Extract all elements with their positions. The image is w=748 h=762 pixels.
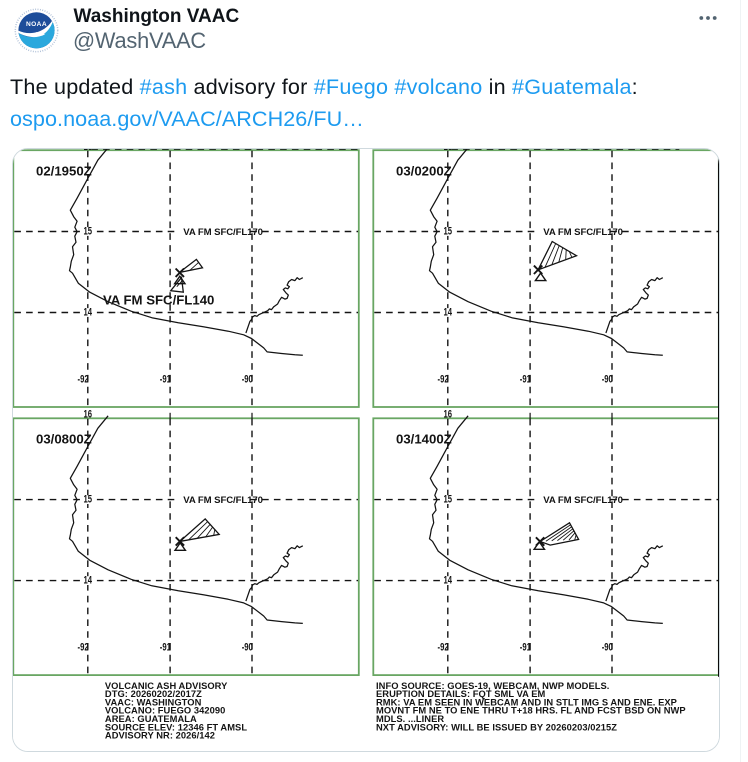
- svg-text:14: 14: [84, 306, 93, 317]
- svg-text:-92: -92: [78, 641, 89, 652]
- svg-text:INFO SOURCE: GOES-19, WEBCAM,: INFO SOURCE: GOES-19, WEBCAM, NWP MODELS…: [376, 681, 609, 691]
- svg-text:VA FM SFC/FL170: VA FM SFC/FL170: [543, 495, 623, 506]
- svg-text:-90: -90: [602, 373, 613, 384]
- svg-text:SOURCE ELEV: 12346 FT AMSL: SOURCE ELEV: 12346 FT AMSL: [105, 722, 247, 732]
- svg-text:-92: -92: [438, 641, 449, 652]
- svg-text:RMK: VA EM SEEN IN WEBCAM AND: RMK: VA EM SEEN IN WEBCAM AND IN STLT IM…: [376, 697, 677, 707]
- svg-text:VA FM SFC/FL170: VA FM SFC/FL170: [183, 495, 263, 506]
- svg-text:15: 15: [444, 225, 453, 236]
- svg-text:-91: -91: [160, 373, 171, 384]
- svg-text:14: 14: [444, 306, 453, 317]
- svg-text:NOAA: NOAA: [26, 21, 47, 28]
- svg-text:AREA: GUATEMALA: AREA: GUATEMALA: [105, 714, 197, 724]
- svg-text:VA FM SFC/FL170: VA FM SFC/FL170: [543, 227, 623, 238]
- svg-text:16: 16: [84, 149, 93, 152]
- svg-text:03/0200Z: 03/0200Z: [396, 163, 452, 178]
- svg-text:16: 16: [444, 408, 453, 419]
- svg-text:-92: -92: [78, 373, 89, 384]
- svg-text:03/1400Z: 03/1400Z: [396, 432, 452, 447]
- svg-text:15: 15: [84, 493, 93, 504]
- svg-text:MOVNT FM NE TO ENE THRU T+18 H: MOVNT FM NE TO ENE THRU T+18 HRS. FL AND…: [376, 706, 686, 716]
- svg-text:14: 14: [84, 574, 93, 585]
- svg-text:-91: -91: [160, 641, 171, 652]
- svg-text:-91: -91: [520, 373, 531, 384]
- svg-text:-90: -90: [242, 373, 253, 384]
- svg-text:-92: -92: [438, 373, 449, 384]
- svg-text:-90: -90: [242, 641, 253, 652]
- svg-text:VOLCANIC ASH ADVISORY: VOLCANIC ASH ADVISORY: [105, 681, 228, 691]
- svg-text:VAAC: WASHINGTON: VAAC: WASHINGTON: [105, 697, 202, 707]
- svg-text:NXT ADVISORY: WILL BE ISSUED B: NXT ADVISORY: WILL BE ISSUED BY 20260203…: [376, 722, 617, 732]
- svg-text:15: 15: [444, 493, 453, 504]
- svg-text:16: 16: [444, 149, 453, 152]
- svg-text:-91: -91: [520, 641, 531, 652]
- svg-text:03/0800Z: 03/0800Z: [36, 432, 92, 447]
- svg-text:02/1950Z: 02/1950Z: [36, 163, 92, 178]
- svg-text:-90: -90: [602, 641, 613, 652]
- svg-text:14: 14: [444, 574, 453, 585]
- svg-text:16: 16: [84, 408, 93, 419]
- svg-text:VA FM SFC/FL170: VA FM SFC/FL170: [183, 227, 263, 238]
- svg-text:DTG: 20260202/2017Z: DTG: 20260202/2017Z: [105, 689, 202, 699]
- svg-text:MDLS. ...LINER: MDLS. ...LINER: [376, 714, 444, 724]
- svg-text:15: 15: [84, 225, 93, 236]
- svg-text:ADVISORY NR: 2026/142: ADVISORY NR: 2026/142: [105, 731, 215, 741]
- svg-text:VA FM SFC/FL140: VA FM SFC/FL140: [103, 293, 214, 308]
- svg-text:ERUPTION DETAILS: FQT SML VA E: ERUPTION DETAILS: FQT SML VA EM: [376, 689, 546, 699]
- svg-text:VOLCANO: FUEGO 342090: VOLCANO: FUEGO 342090: [105, 706, 225, 716]
